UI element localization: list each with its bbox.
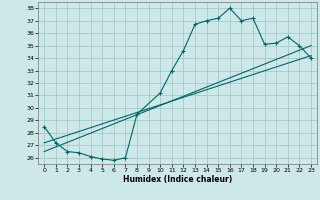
X-axis label: Humidex (Indice chaleur): Humidex (Indice chaleur): [123, 175, 232, 184]
